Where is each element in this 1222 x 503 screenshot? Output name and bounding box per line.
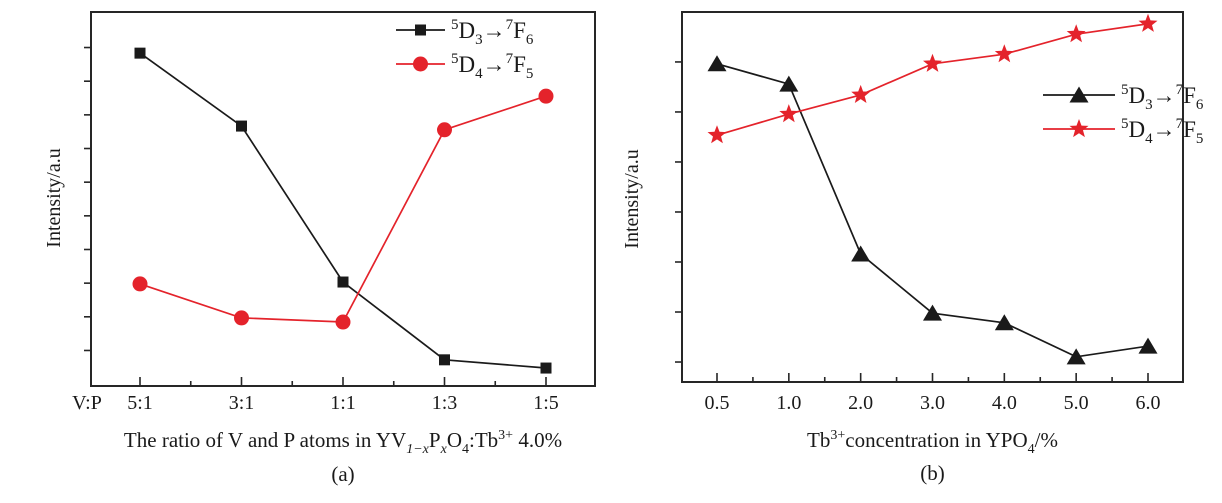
x-axis-ticks <box>139 377 547 386</box>
data-point-marker-triangle <box>1069 86 1089 103</box>
x-tick-label: 3.0 <box>920 392 945 414</box>
x-tick-label: 5.0 <box>1064 392 1089 414</box>
legend-label: 5D4→7F5 <box>1121 116 1203 147</box>
data-point-marker-star <box>1066 24 1086 43</box>
data-point-marker-star <box>923 53 942 72</box>
data-point-marker-triangle <box>707 55 727 72</box>
x-axis-ticks <box>716 373 1149 382</box>
data-point-marker-triangle <box>779 75 799 92</box>
data-point-marker-circle <box>335 314 351 330</box>
data-point-marker-star <box>779 104 799 123</box>
data-point-marker-square <box>134 47 146 59</box>
x-tick-label: 6.0 <box>1136 392 1161 414</box>
x-axis-title: The ratio of V and P atoms in YV1−xPxO4:… <box>124 428 562 457</box>
data-point-marker-triangle <box>923 304 942 321</box>
x-tick-label: 1:3 <box>432 392 458 414</box>
series-5D3→7F6 <box>134 47 552 374</box>
data-point-marker-square <box>337 276 349 288</box>
data-point-marker-square <box>415 24 426 36</box>
series-5D4→7F5 <box>707 13 1158 144</box>
x-tick-label: 0.5 <box>705 392 730 414</box>
data-point-marker-circle <box>234 310 249 326</box>
data-point-marker-circle <box>413 56 428 72</box>
data-point-marker-square <box>439 354 450 366</box>
data-point-marker-star <box>1138 13 1158 32</box>
data-point-marker-triangle <box>1138 337 1158 354</box>
data-point-marker-triangle <box>994 314 1014 331</box>
y-axis-ticks <box>675 61 682 363</box>
data-point-marker-circle <box>437 122 452 138</box>
data-point-marker-square <box>236 120 247 132</box>
series-line <box>716 22 1149 137</box>
data-point-marker-star <box>994 44 1014 63</box>
data-point-marker-circle <box>132 276 148 292</box>
legend-label: 5D4→7F5 <box>451 51 533 82</box>
x-tick-label: 1.0 <box>776 392 801 414</box>
panel-caption: (b) <box>920 461 945 485</box>
data-point-marker-star <box>1069 119 1089 138</box>
data-point-marker-triangle <box>1066 348 1086 365</box>
x-tick-label: 5:1 <box>127 392 153 414</box>
data-point-marker-square <box>540 362 552 374</box>
data-point-marker-circle <box>538 88 554 104</box>
series-5D4→7F5 <box>132 88 554 330</box>
data-point-marker-triangle <box>851 245 871 262</box>
series-line <box>139 95 547 323</box>
x-axis-title: Tb3+concentration in YPO4/% <box>807 428 1058 457</box>
legend-label: 5D3→7F6 <box>1121 82 1204 113</box>
series-5D3→7F6 <box>707 55 1158 365</box>
y-axis-ticks <box>84 46 91 352</box>
legend-label: 5D3→7F6 <box>451 17 534 48</box>
x-tick-label: 2.0 <box>848 392 873 414</box>
data-point-marker-star <box>707 125 727 144</box>
panel-caption: (a) <box>331 462 354 486</box>
x-axis-prefix-label: V:P <box>72 392 102 414</box>
x-tick-label: 4.0 <box>992 392 1017 414</box>
x-tick-label: 1:1 <box>330 392 356 414</box>
x-tick-label: 3:1 <box>229 392 255 414</box>
y-axis-title: Intensity/a.u <box>621 149 643 248</box>
y-axis-title: Intensity/a.u <box>43 148 65 247</box>
data-point-marker-star <box>851 84 871 103</box>
x-tick-label: 1:5 <box>533 392 559 414</box>
